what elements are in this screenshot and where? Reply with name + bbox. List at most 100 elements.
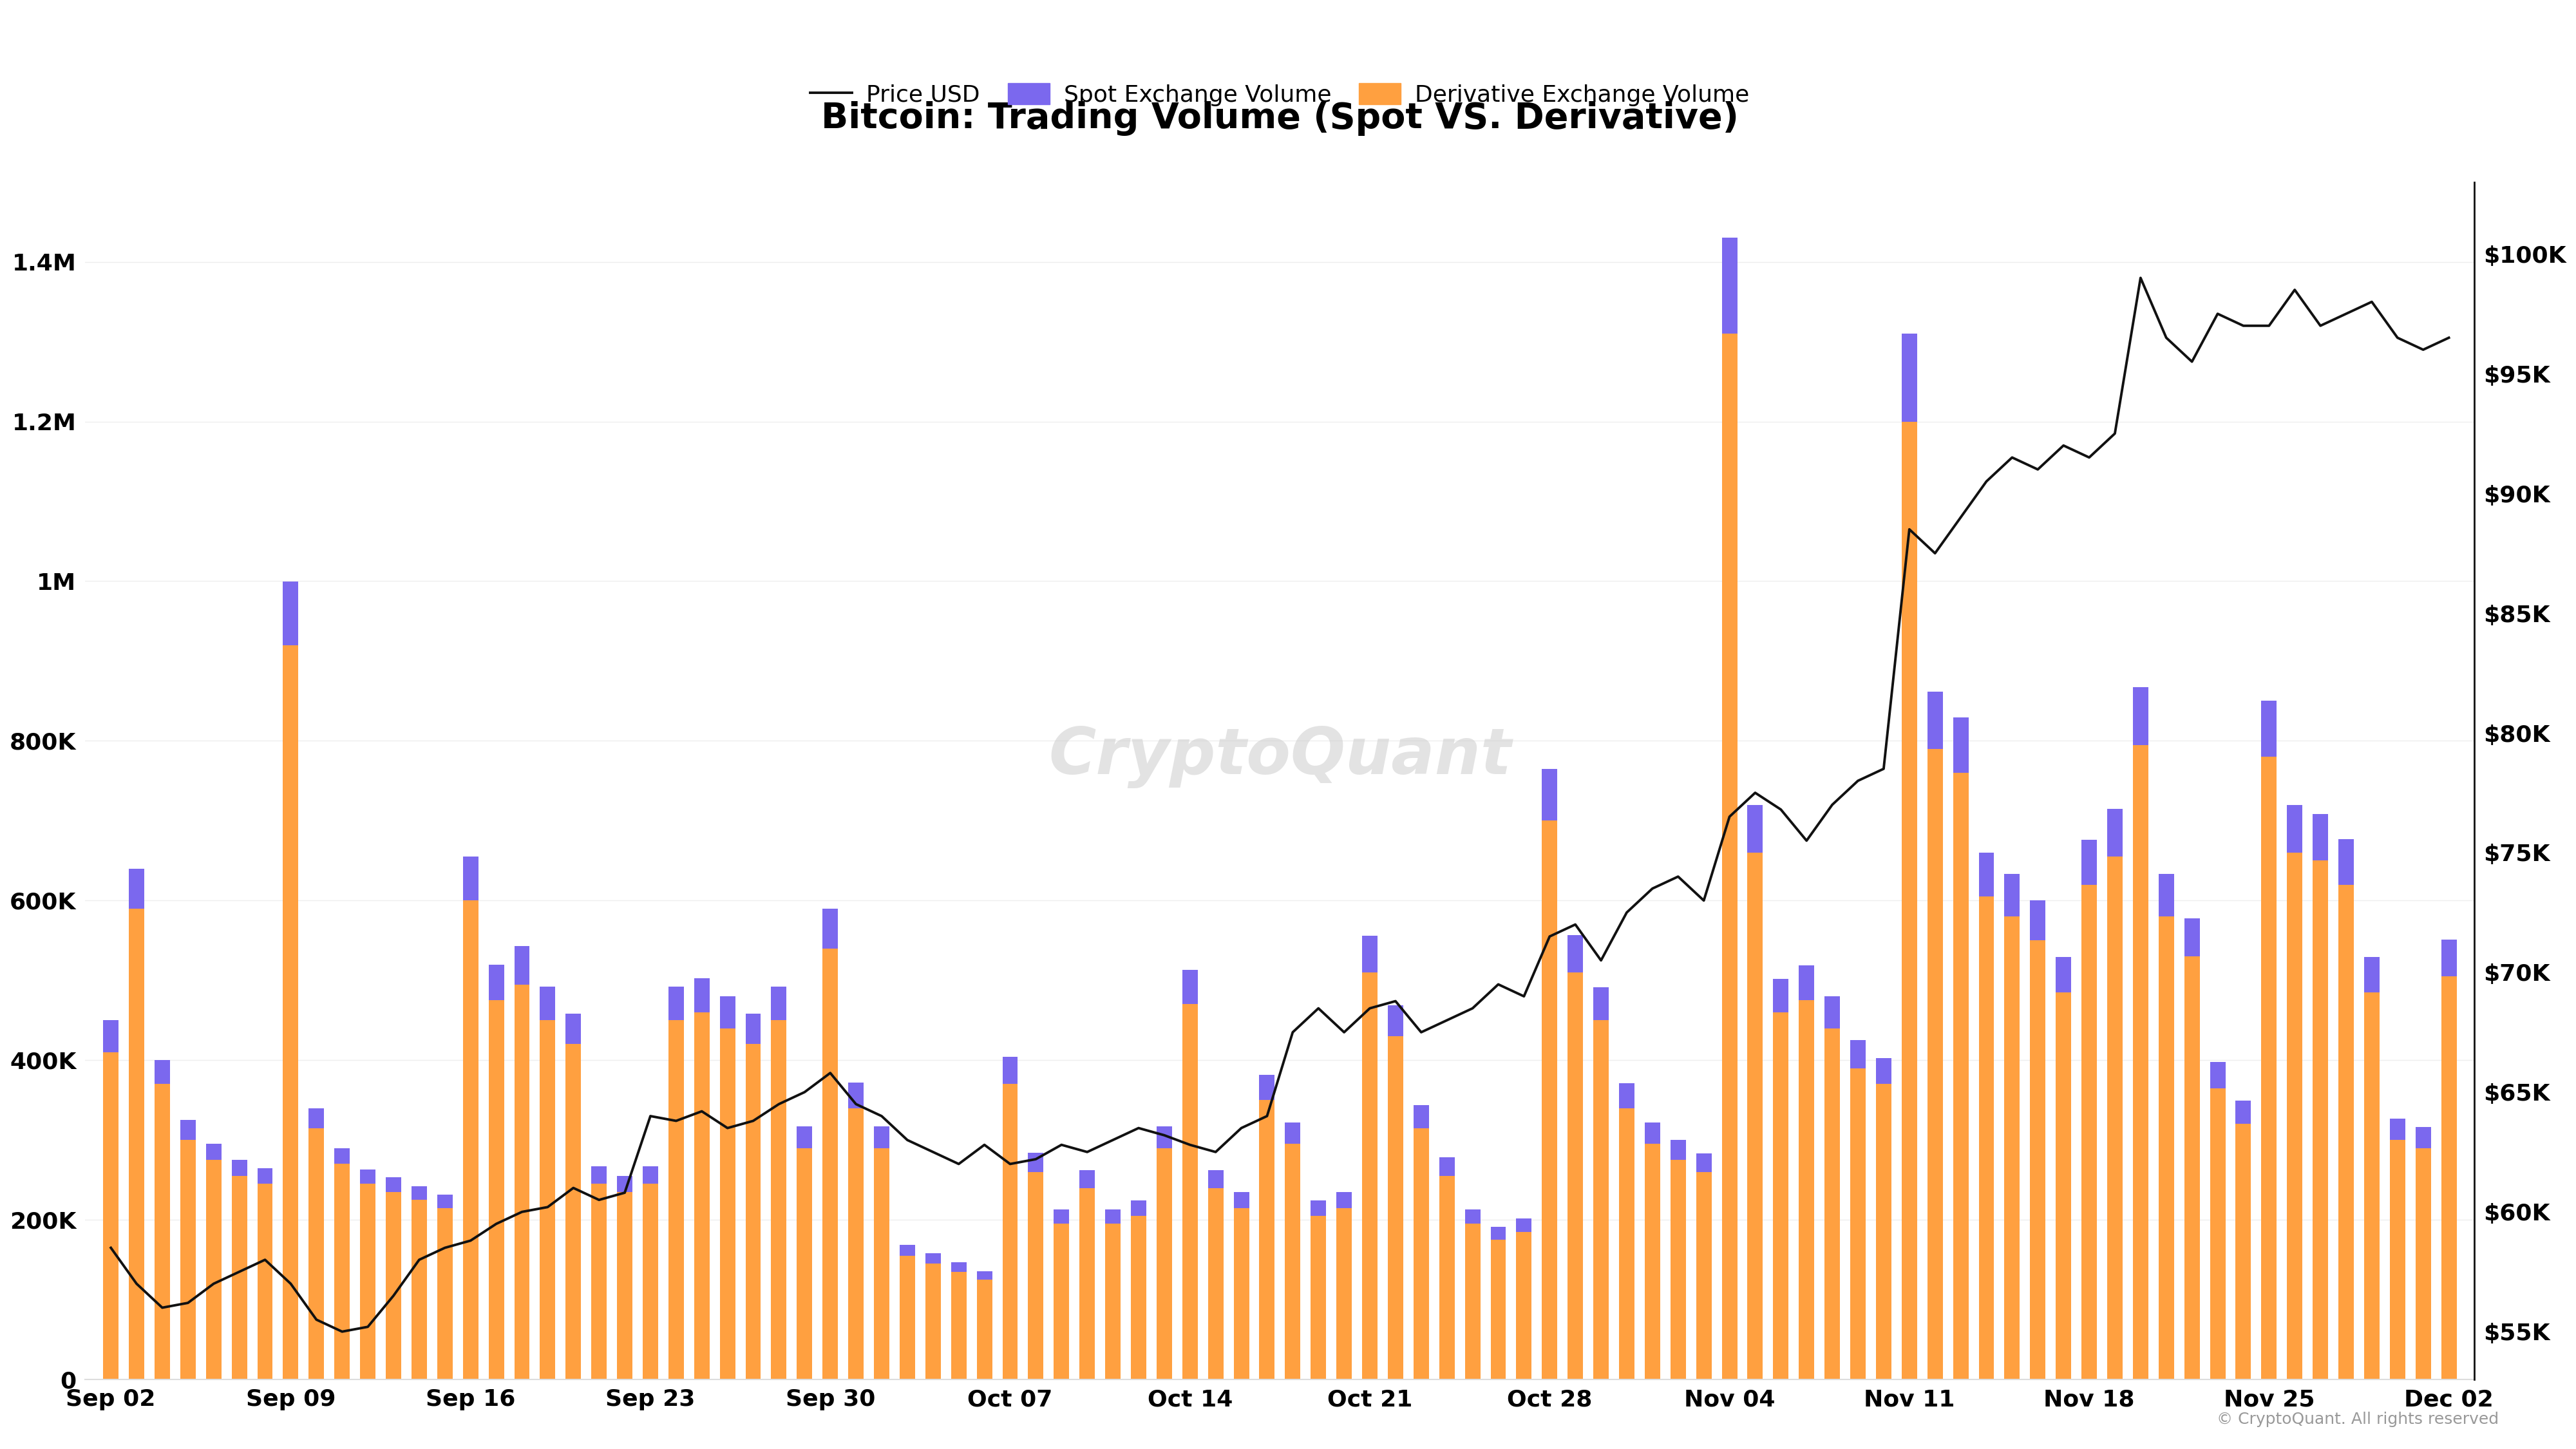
Bar [1208, 1171, 1224, 1188]
Bar [2081, 840, 2097, 884]
Bar [822, 949, 837, 1379]
Bar [464, 900, 479, 1379]
Bar [258, 1184, 273, 1379]
Bar [1028, 1172, 1043, 1379]
Bar [155, 1084, 170, 1379]
Bar [412, 1187, 428, 1200]
Bar [667, 1020, 683, 1379]
Bar [2081, 884, 2097, 1379]
Bar [258, 1168, 273, 1184]
Bar [1182, 969, 1198, 1004]
Bar [925, 1253, 940, 1264]
Bar [1105, 1224, 1121, 1379]
Bar [1953, 717, 1968, 772]
Bar [951, 1272, 966, 1379]
Bar [1079, 1171, 1095, 1188]
Bar [515, 984, 531, 1379]
Bar [2391, 1119, 2406, 1140]
Bar [1208, 1188, 1224, 1379]
Bar [2287, 804, 2303, 852]
Bar [1669, 1161, 1685, 1379]
Bar [1747, 804, 1762, 852]
Bar [667, 987, 683, 1020]
Bar [693, 978, 708, 1013]
Bar [1953, 772, 1968, 1379]
Bar [1618, 1108, 1633, 1379]
Bar [873, 1126, 889, 1148]
Bar [719, 997, 734, 1029]
Bar [2313, 861, 2329, 1379]
Bar [1492, 1240, 1507, 1379]
Bar [2236, 1101, 2251, 1124]
Bar [1595, 988, 1610, 1020]
Bar [1337, 1208, 1352, 1379]
Bar [592, 1184, 608, 1379]
Bar [1543, 820, 1558, 1379]
Bar [796, 1126, 811, 1148]
Bar [2416, 1148, 2432, 1379]
Bar [1695, 1172, 1710, 1379]
Bar [1440, 1177, 1455, 1379]
Bar [1798, 1000, 1814, 1379]
Bar [1285, 1145, 1301, 1379]
Bar [1747, 852, 1762, 1379]
Bar [1363, 972, 1378, 1379]
Bar [1669, 1140, 1685, 1161]
Bar [2442, 977, 2458, 1379]
Bar [1772, 1013, 1788, 1379]
Bar [1234, 1208, 1249, 1379]
Bar [2030, 900, 2045, 940]
Bar [567, 1014, 582, 1045]
Bar [2262, 756, 2277, 1379]
Bar [309, 1108, 325, 1129]
Bar [1901, 333, 1917, 422]
Bar [693, 1013, 708, 1379]
Bar [2056, 993, 2071, 1379]
Bar [1643, 1123, 1659, 1145]
Bar [515, 946, 531, 984]
Bar [899, 1245, 914, 1256]
Bar [1569, 972, 1584, 1379]
Bar [1311, 1216, 1327, 1379]
Bar [592, 1166, 608, 1184]
Bar [1772, 978, 1788, 1013]
Bar [438, 1194, 453, 1208]
Bar [206, 1161, 222, 1379]
Bar [206, 1145, 222, 1161]
Bar [1131, 1201, 1146, 1216]
Bar [2313, 814, 2329, 861]
Bar [2133, 687, 2148, 745]
Bar [618, 1193, 634, 1379]
Bar [1285, 1123, 1301, 1145]
Text: CryptoQuant: CryptoQuant [1048, 726, 1512, 788]
Bar [1901, 422, 1917, 1379]
Bar [1721, 333, 1736, 1379]
Bar [925, 1264, 940, 1379]
Bar [641, 1184, 657, 1379]
Bar [1363, 936, 1378, 972]
Bar [2159, 874, 2174, 917]
Bar [1875, 1084, 1891, 1379]
Bar [1414, 1129, 1430, 1379]
Bar [1337, 1193, 1352, 1208]
Bar [848, 1108, 863, 1379]
Bar [1311, 1201, 1327, 1216]
Bar [1131, 1216, 1146, 1379]
Bar [1182, 1004, 1198, 1379]
Bar [744, 1014, 760, 1045]
Bar [770, 987, 786, 1020]
Bar [1028, 1153, 1043, 1172]
Bar [2210, 1062, 2226, 1088]
Bar [2004, 917, 2020, 1379]
Bar [283, 645, 299, 1379]
Bar [2210, 1088, 2226, 1379]
Bar [770, 1020, 786, 1379]
Bar [1260, 1075, 1275, 1100]
Bar [1388, 1006, 1404, 1036]
Bar [951, 1262, 966, 1272]
Bar [1643, 1145, 1659, 1379]
Bar [1824, 1029, 1839, 1379]
Bar [180, 1120, 196, 1140]
Bar [129, 909, 144, 1379]
Bar [1569, 935, 1584, 972]
